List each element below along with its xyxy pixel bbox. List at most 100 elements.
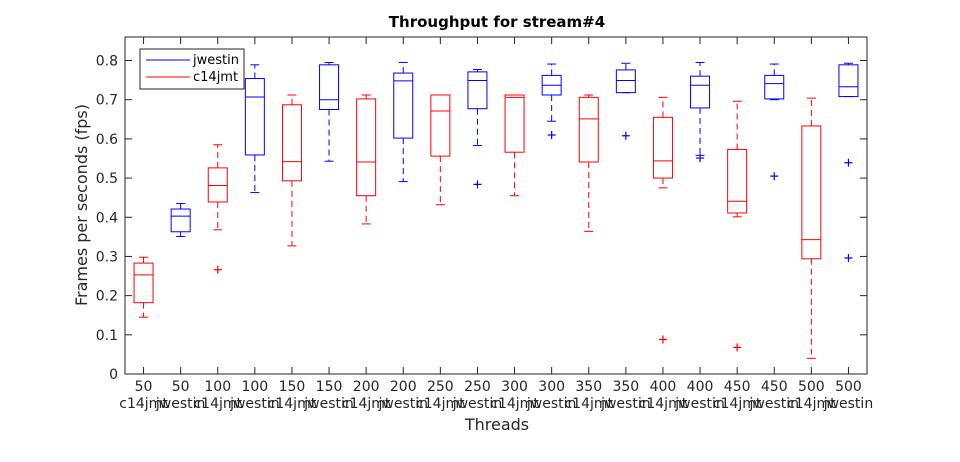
x-tick-label-threads: 450 bbox=[724, 379, 751, 395]
iqr-box bbox=[430, 94, 451, 157]
x-tick-label-series: c14jmt bbox=[564, 396, 613, 412]
x-tick-label-series: jwestin bbox=[600, 396, 651, 412]
iqr-box bbox=[319, 64, 340, 110]
x-tick-label-threads: 250 bbox=[427, 379, 454, 395]
x-tick-label-series: c14jmt bbox=[787, 396, 836, 412]
x-tick-label-threads: 300 bbox=[501, 379, 528, 395]
iqr-box bbox=[244, 78, 265, 156]
iqr-box bbox=[578, 96, 599, 163]
outlier-marker bbox=[844, 158, 853, 167]
iqr-box bbox=[467, 71, 488, 110]
iqr-box bbox=[801, 125, 822, 260]
x-tick-label-threads: 350 bbox=[612, 379, 639, 395]
y-tick-label: 0.6 bbox=[96, 132, 118, 148]
outlier-marker bbox=[473, 180, 482, 189]
iqr-box bbox=[207, 167, 228, 203]
x-tick-label-threads: 350 bbox=[575, 379, 602, 395]
box-350-jwestin bbox=[615, 62, 636, 140]
y-tick-label: 0.4 bbox=[96, 210, 118, 226]
x-tick-label-series: jwestin bbox=[749, 396, 800, 412]
x-tick-label-series: jwestin bbox=[378, 396, 429, 412]
iqr-box bbox=[504, 94, 525, 153]
x-tick-label-threads: 50 bbox=[135, 379, 153, 395]
x-tick-label-series: jwestin bbox=[155, 396, 206, 412]
y-tick-label: 0.1 bbox=[96, 328, 118, 344]
box-300-c14jmt bbox=[504, 94, 525, 197]
x-tick-label-series: c14jmt bbox=[639, 396, 688, 412]
y-tick-label: 0.8 bbox=[96, 54, 118, 70]
x-tick-label-threads: 200 bbox=[390, 379, 417, 395]
box-100-jwestin bbox=[244, 64, 265, 194]
iqr-box bbox=[133, 262, 154, 304]
outlier-marker bbox=[547, 130, 556, 139]
box-250-c14jmt bbox=[430, 94, 451, 206]
x-tick-label-series: jwestin bbox=[303, 396, 354, 412]
y-tick-label: 0.7 bbox=[96, 93, 118, 109]
x-tick-label-threads: 250 bbox=[464, 379, 491, 395]
axes-frame bbox=[124, 36, 868, 375]
x-tick-label-series: c14jmt bbox=[119, 396, 168, 412]
outlier-marker bbox=[770, 172, 779, 181]
iqr-box bbox=[838, 64, 859, 98]
box-150-jwestin bbox=[319, 61, 340, 162]
box-150-c14jmt bbox=[281, 94, 302, 247]
box-500-jwestin bbox=[838, 62, 859, 263]
x-tick-label-threads: 200 bbox=[353, 379, 380, 395]
box-450-c14jmt bbox=[727, 100, 748, 352]
iqr-box bbox=[393, 72, 414, 139]
box-200-jwestin bbox=[393, 61, 414, 183]
legend-label-jwestin: jwestin bbox=[192, 53, 239, 68]
x-tick-label-series: jwestin bbox=[452, 396, 503, 412]
iqr-box bbox=[652, 116, 673, 179]
x-tick-label-series: jwestin bbox=[526, 396, 577, 412]
legend-box bbox=[139, 48, 245, 90]
outlier-marker bbox=[844, 254, 853, 263]
box-400-jwestin bbox=[690, 61, 711, 163]
x-tick-label-series: jwestin bbox=[823, 396, 874, 412]
x-tick-label-series: c14jmt bbox=[713, 396, 762, 412]
box-450-jwestin bbox=[764, 63, 785, 181]
x-tick-label-series: c14jmt bbox=[342, 396, 391, 412]
outlier-marker bbox=[733, 343, 742, 352]
box-250-jwestin bbox=[467, 69, 488, 189]
box-500-c14jmt bbox=[801, 97, 822, 359]
x-tick-label-threads: 400 bbox=[650, 379, 677, 395]
x-tick-label-threads: 50 bbox=[172, 379, 190, 395]
x-tick-label-series: c14jmt bbox=[416, 396, 465, 412]
iqr-box bbox=[727, 148, 748, 214]
x-axis-label: Threads bbox=[464, 415, 529, 434]
x-tick-label-series: c14jmt bbox=[268, 396, 317, 412]
x-tick-label-threads: 150 bbox=[316, 379, 343, 395]
x-tick-label-threads: 500 bbox=[798, 379, 825, 395]
y-tick-label: 0.5 bbox=[96, 171, 118, 187]
legend-label-c14jmt: c14jmt bbox=[193, 70, 238, 85]
box-200-c14jmt bbox=[356, 94, 377, 225]
iqr-box bbox=[170, 208, 191, 233]
x-tick-label-threads: 150 bbox=[279, 379, 306, 395]
x-tick-label-series: jwestin bbox=[674, 396, 725, 412]
iqr-box bbox=[764, 74, 785, 100]
iqr-box bbox=[356, 98, 377, 197]
box-350-c14jmt bbox=[578, 94, 599, 232]
y-axis-label: Frames per seconds (fps) bbox=[72, 104, 91, 306]
x-tick-label-threads: 500 bbox=[835, 379, 862, 395]
x-tick-label-threads: 450 bbox=[761, 379, 788, 395]
y-tick-label: 0.2 bbox=[96, 289, 118, 305]
x-tick-label-threads: 300 bbox=[538, 379, 565, 395]
x-tick-label-threads: 100 bbox=[204, 379, 231, 395]
y-tick-label: 0 bbox=[109, 367, 118, 383]
y-tick-label: 0.3 bbox=[96, 249, 118, 265]
outlier-marker bbox=[621, 131, 630, 140]
x-tick-label-series: jwestin bbox=[229, 396, 280, 412]
outlier-marker bbox=[213, 265, 222, 274]
box-50-jwestin bbox=[170, 203, 191, 237]
iqr-box bbox=[615, 69, 636, 94]
box-300-jwestin bbox=[541, 63, 562, 139]
x-tick-label-series: c14jmt bbox=[490, 396, 539, 412]
x-tick-label-threads: 100 bbox=[241, 379, 268, 395]
plot-area: 00.10.20.30.40.50.60.70.850c14jmt50jwest… bbox=[96, 36, 874, 412]
x-tick-label-series: c14jmt bbox=[193, 396, 242, 412]
box-400-c14jmt bbox=[652, 96, 673, 344]
x-tick-label-threads: 400 bbox=[687, 379, 714, 395]
